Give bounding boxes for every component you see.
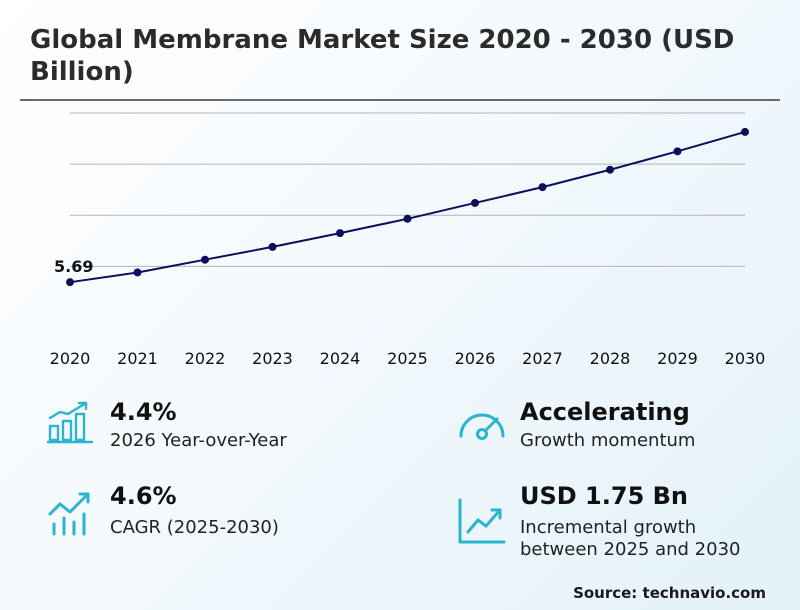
data-point <box>471 198 479 207</box>
data-point <box>201 255 209 264</box>
data-point <box>606 165 614 174</box>
trend-bars-icon <box>48 492 90 536</box>
stat-value: 4.4% <box>110 398 177 426</box>
data-point <box>403 214 412 223</box>
x-tick-label: 2030 <box>725 349 766 368</box>
stat-description: CAGR (2025-2030) <box>110 517 279 538</box>
stat-description: Growth momentum <box>520 430 696 451</box>
bar-growth-icon <box>46 401 94 444</box>
x-tick-label: 2024 <box>320 349 361 368</box>
data-point <box>538 183 547 192</box>
stat-incremental: USD 1.75 Bn Incremental growth between 2… <box>456 480 786 570</box>
x-tick-label: 2028 <box>590 349 631 368</box>
x-tick-label: 2022 <box>185 349 226 368</box>
line-chart: 2020 2021 2022 2023 2024 2025 2026 2027 2028 2029… <box>50 112 766 368</box>
stat-value: USD 1.75 Bn <box>520 482 688 510</box>
data-point <box>133 268 142 277</box>
stat-value: Accelerating <box>520 398 690 426</box>
stat-description: 2026 Year-over-Year <box>110 430 287 451</box>
x-tick-label: 2020 <box>50 349 91 368</box>
line-chart-icon <box>458 498 506 544</box>
data-point <box>66 278 74 287</box>
stat-description: Incremental growth <box>520 517 697 538</box>
x-tick-label: 2021 <box>117 349 158 368</box>
chart-title: Global Membrane Market Size 2020 - 2030 … <box>30 25 735 87</box>
stat-cagr: 4.6% CAGR (2025-2030) <box>46 480 386 540</box>
x-tick-label: 2023 <box>252 349 293 368</box>
gauge-icon <box>459 413 505 440</box>
stat-value: 4.6% <box>110 482 177 510</box>
title-divider <box>20 99 780 101</box>
x-tick-label: 2027 <box>522 349 563 368</box>
series-line <box>69 130 746 284</box>
data-point <box>741 127 749 136</box>
stat-description: between 2025 and 2030 <box>520 539 741 560</box>
stat-yoy: 4.4% 2026 Year-over-Year <box>46 396 386 456</box>
data-point <box>336 229 344 238</box>
data-point <box>268 242 277 251</box>
x-tick-label: 2025 <box>387 349 428 368</box>
stat-momentum: Accelerating Growth momentum <box>456 396 776 456</box>
x-tick-label: 2029 <box>657 349 698 368</box>
x-tick-label: 2026 <box>455 349 496 368</box>
source-note: Source: technavio.com <box>573 584 766 602</box>
data-point <box>673 147 682 156</box>
data-label: 5.69 <box>54 257 93 276</box>
